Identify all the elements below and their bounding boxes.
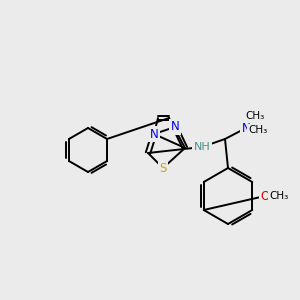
Text: CH₃: CH₃ xyxy=(248,125,268,135)
Text: O: O xyxy=(260,190,270,202)
Text: NH: NH xyxy=(194,142,210,152)
Text: N: N xyxy=(150,128,158,140)
Text: S: S xyxy=(159,161,167,175)
Text: CH₃: CH₃ xyxy=(245,111,265,121)
Text: CH₃: CH₃ xyxy=(269,191,289,201)
Text: N: N xyxy=(242,122,250,134)
Text: N: N xyxy=(171,121,179,134)
